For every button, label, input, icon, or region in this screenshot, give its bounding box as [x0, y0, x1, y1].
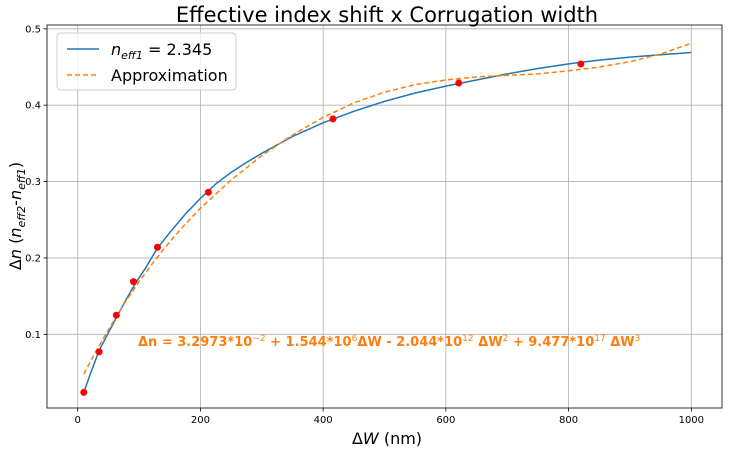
y-axis-ticks: 0.1 0.2 0.3 0.4 0.5: [25, 24, 47, 341]
plot-frame: [46, 24, 723, 409]
fit-equation-annotation: Δn = 3.2973*10−2 + 1.544*106ΔW - 2.044*1…: [138, 334, 640, 350]
y-tick-label: 0.4: [25, 101, 41, 112]
y-tick-label: 0.2: [25, 253, 41, 264]
x-tick-label: 200: [191, 415, 210, 426]
legend: neff1 = 2.345 Approximation: [56, 32, 237, 91]
x-tick-label: 1000: [679, 415, 704, 426]
data-point-marker: [455, 79, 463, 87]
x-axis-label: ΔW (nm): [352, 429, 422, 448]
legend-box: [56, 32, 237, 91]
chart-title: Effective index shift x Corrugation widt…: [176, 3, 598, 27]
data-point-marker: [153, 243, 161, 251]
data-point-marker: [130, 278, 138, 286]
y-tick-label: 0.3: [25, 177, 41, 188]
x-tick-label: 400: [314, 415, 333, 426]
plot-lines: [83, 42, 692, 393]
data-point-marker: [204, 188, 212, 196]
x-tick-label: 0: [74, 415, 80, 426]
grid-lines: [47, 25, 722, 408]
data-point-marker: [577, 60, 585, 68]
data-point-marker: [112, 311, 120, 319]
legend-label-approximation: Approximation: [111, 66, 228, 85]
series-line-approximation: [83, 42, 692, 375]
y-tick-label: 0.5: [25, 24, 41, 35]
y-axis-label: Δn (neff2-neff1): [6, 162, 28, 270]
x-tick-label: 800: [559, 415, 578, 426]
data-point-marker: [95, 348, 103, 356]
data-point-marker: [80, 388, 88, 396]
x-axis-ticks: 0 200 400 600 800 1000: [74, 408, 704, 426]
legend-label-neff1: neff1 = 2.345: [111, 40, 212, 62]
y-tick-label: 0.1: [25, 330, 41, 341]
x-tick-label: 600: [436, 415, 455, 426]
data-point-marker: [329, 115, 337, 123]
data-markers: [80, 60, 585, 396]
